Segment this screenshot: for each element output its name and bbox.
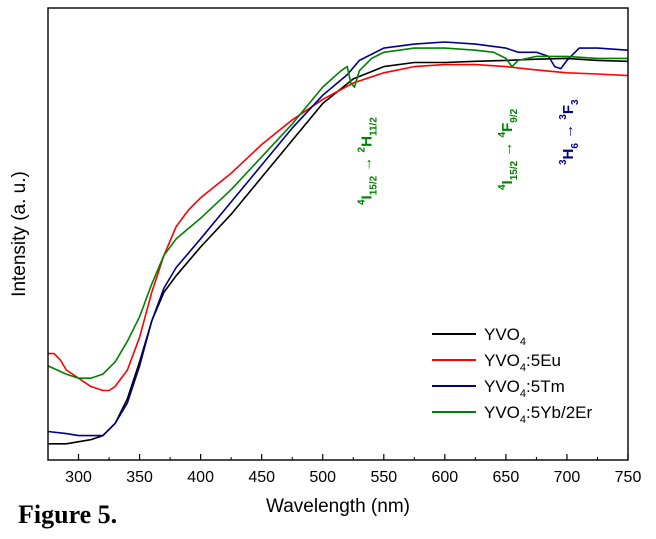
x-tick-label: 500 — [309, 469, 336, 486]
series-line-2 — [47, 41, 629, 437]
legend-label: YVO4:5Yb/2Er — [484, 403, 593, 426]
legend-label: YVO4 — [484, 325, 526, 348]
x-tick-label: 750 — [615, 469, 642, 486]
legend-label: YVO4:5Eu — [484, 351, 561, 374]
transition-annotation-2: 3H6 → 3F3 — [558, 99, 581, 165]
series-line-3 — [47, 47, 628, 379]
plot-frame — [47, 7, 629, 461]
svg-text:3H6 → 3F3: 3H6 → 3F3 — [558, 99, 581, 165]
x-axis-ticks: 300 350 400 450 500 550 600 650 700 750 — [47, 454, 642, 486]
legend-label: YVO4:5Tm — [484, 377, 565, 400]
transition-annotation-1: 4I15/2 → 4F9/2 — [497, 108, 520, 190]
svg-text:4I15/2 → 4F9/2: 4I15/2 → 4F9/2 — [497, 108, 520, 190]
y-axis-label: Intensity (a. u.) — [9, 171, 30, 297]
x-tick-label: 600 — [431, 469, 458, 486]
x-axis-label: Wavelength (nm) — [266, 496, 410, 517]
svg-text:4I15/2 → 2H11/2: 4I15/2 → 2H11/2 — [356, 117, 379, 205]
series-line-1 — [48, 63, 629, 392]
x-tick-label: 650 — [493, 469, 520, 486]
series-layer — [47, 41, 629, 445]
x-tick-label: 350 — [126, 469, 153, 486]
x-tick-label: 700 — [554, 469, 581, 486]
transition-annotation-0: 4I15/2 → 2H11/2 — [356, 117, 379, 205]
x-tick-label: 300 — [65, 469, 92, 486]
legend: YVO4 YVO4:5Eu YVO4:5Tm YVO4:5Yb/2Er — [432, 325, 593, 426]
figure-caption: Figure 5. — [18, 500, 118, 529]
x-tick-label: 400 — [187, 469, 214, 486]
transition-annotations: 4I15/2 → 2H11/2 4I15/2 → 4F9/2 3H6 → 3F3 — [356, 99, 580, 205]
x-tick-label: 450 — [248, 469, 275, 486]
x-tick-label: 550 — [370, 469, 397, 486]
